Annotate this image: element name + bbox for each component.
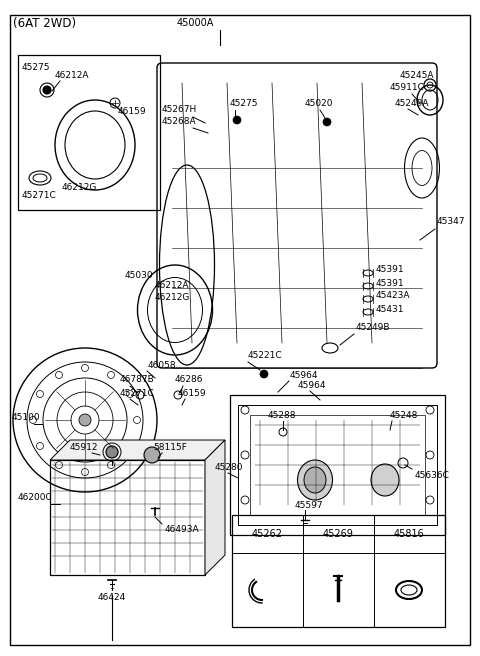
Text: 46058: 46058 [148,361,177,369]
Text: 46200C: 46200C [18,493,53,502]
Text: 45000A: 45000A [176,18,214,28]
Bar [232,515,445,627]
Bar [50,460,205,575]
Text: 45262: 45262 [252,529,283,539]
Text: 45275: 45275 [22,64,50,73]
Text: 45597: 45597 [295,501,324,510]
Text: 45636C: 45636C [415,470,450,480]
Circle shape [260,370,268,378]
Text: 46787B: 46787B [120,375,155,384]
Polygon shape [50,440,225,460]
Text: 45964: 45964 [298,380,326,390]
Text: 46212A: 46212A [155,281,190,291]
Text: 45912: 45912 [70,443,98,451]
Text: 46212A: 46212A [55,70,89,79]
Text: 45267H: 45267H [162,106,197,115]
Text: 45249B: 45249B [356,323,391,333]
Text: 45269: 45269 [323,529,353,539]
Circle shape [79,414,91,426]
Ellipse shape [298,460,333,500]
Ellipse shape [371,464,399,496]
Text: 46159: 46159 [178,388,206,398]
Text: 45245A: 45245A [400,70,434,79]
Text: 45280: 45280 [215,464,243,472]
Text: 45431: 45431 [376,304,405,314]
Text: 45100: 45100 [12,413,41,422]
Text: 45268A: 45268A [162,117,197,125]
Circle shape [323,118,331,126]
Text: 46424: 46424 [98,594,126,602]
Bar [250,415,425,515]
Text: 45271C: 45271C [120,388,155,398]
Text: 45288: 45288 [268,411,297,419]
Text: 45030: 45030 [125,270,154,279]
Text: 45816: 45816 [394,529,424,539]
Text: 45911C: 45911C [390,83,425,92]
Text: 45249A: 45249A [395,98,430,108]
Text: 45964: 45964 [290,371,319,380]
Circle shape [43,86,51,94]
Text: 58115F: 58115F [153,443,187,451]
Text: 45271C: 45271C [22,192,57,201]
Text: 45221C: 45221C [248,350,283,359]
Circle shape [144,447,160,463]
Bar [18,55,160,210]
Text: 45275: 45275 [230,98,259,108]
Circle shape [233,116,241,124]
Text: 45248: 45248 [390,411,419,419]
Circle shape [106,446,118,458]
Text: 46212G: 46212G [62,184,97,192]
Text: 45020: 45020 [305,98,334,108]
Bar [238,405,437,525]
Text: 45423A: 45423A [376,291,410,300]
Text: 46286: 46286 [175,375,204,384]
Text: 45347: 45347 [437,218,466,226]
Text: 45391: 45391 [376,266,405,274]
Polygon shape [205,440,225,575]
Text: (6AT 2WD): (6AT 2WD) [13,16,76,30]
Ellipse shape [304,467,326,493]
Bar [230,395,445,535]
Text: 46212G: 46212G [155,293,191,302]
Text: 46493A: 46493A [165,525,200,535]
Text: 46159: 46159 [118,108,146,117]
Text: 45391: 45391 [376,279,405,287]
